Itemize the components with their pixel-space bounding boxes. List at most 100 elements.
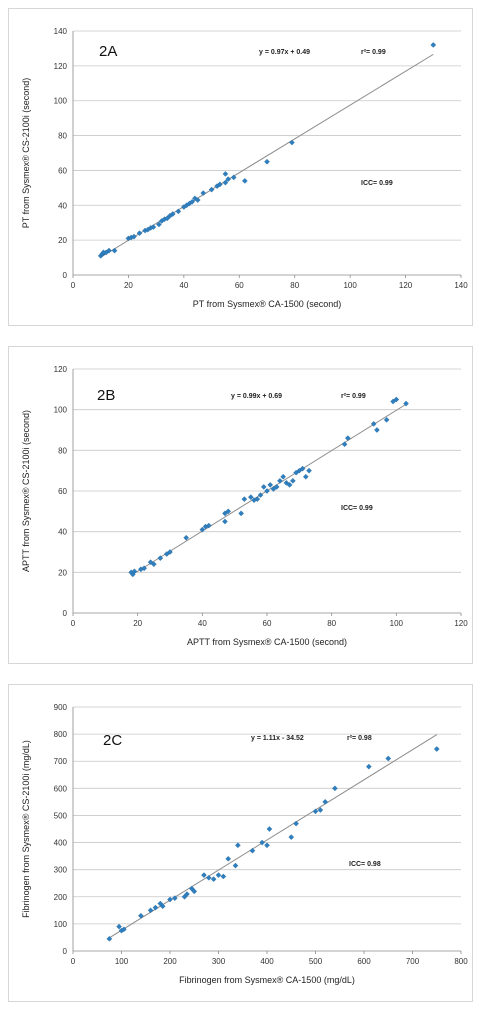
regression-equation: y = 0.99x + 0.69 [231, 393, 282, 400]
data-point [289, 139, 295, 146]
data-point [222, 179, 229, 186]
y-tick-label: 40 [58, 528, 67, 537]
data-point [225, 176, 232, 182]
data-point [266, 826, 273, 832]
data-point [156, 221, 162, 228]
data-point [249, 847, 256, 854]
y-tick-label: 40 [58, 201, 67, 210]
data-point [225, 856, 232, 862]
data-point [106, 935, 113, 942]
data-point [116, 923, 122, 930]
regression-equation: y = 0.97x + 0.49 [259, 49, 310, 56]
x-tick-label: 200 [163, 957, 177, 966]
data-point [273, 484, 280, 490]
data-point [264, 488, 270, 494]
data-point [260, 484, 267, 490]
chart-panel-2a: 0 20 40 60 80 100 120 140 0 20 40 60 80 100 120 140 PT f… [8, 8, 473, 326]
data-point [217, 181, 223, 188]
data-point [264, 158, 270, 165]
data-point [317, 807, 324, 813]
data-point [242, 178, 248, 184]
panel-label-2a: 2A [99, 43, 117, 60]
x-tick-label: 0 [71, 957, 76, 966]
data-point [433, 746, 440, 752]
data-point [189, 198, 195, 205]
data-point [232, 862, 239, 869]
data-point [222, 171, 229, 177]
data-point [200, 190, 207, 196]
data-point [121, 926, 127, 933]
data-point [332, 785, 338, 792]
y-tick-label: 140 [54, 27, 68, 36]
chart-2b-svg: 0 20 40 60 80 100 120 0 20 40 60 80 100 120 APTT from … [21, 365, 468, 647]
data-point [280, 473, 286, 480]
data-point [299, 465, 306, 472]
data-point [277, 478, 283, 484]
y-tick-label: 120 [54, 365, 68, 374]
data-point [205, 874, 212, 881]
data-point [106, 247, 112, 254]
data-point [167, 896, 173, 903]
y-tick-label: 0 [63, 271, 68, 280]
x-tick-label: 400 [260, 957, 274, 966]
data-point [366, 763, 372, 770]
y-tick-label: 60 [58, 166, 67, 175]
y-tick-label: 100 [54, 406, 68, 415]
data-point [199, 526, 206, 533]
data-point [238, 510, 244, 517]
y-tick-label: 900 [54, 703, 68, 712]
x-axis-title: APTT from Sysmex® CA-1500 (second) [187, 637, 347, 647]
data-point [184, 891, 190, 897]
x-tick-label: 20 [133, 619, 142, 628]
x-tick-label: 40 [198, 619, 207, 628]
y-tick-label: 200 [54, 893, 68, 902]
x-tick-label: 80 [290, 281, 299, 290]
data-point [222, 518, 228, 525]
r-squared-label: r²= 0.99 [361, 49, 386, 56]
data-point [111, 247, 118, 254]
data-point [205, 522, 212, 529]
data-point [241, 496, 248, 502]
x-tick-label: 60 [263, 619, 272, 628]
x-tick-label: 20 [124, 281, 133, 290]
data-point [393, 396, 400, 403]
data-point [167, 549, 173, 555]
data-point [341, 441, 348, 448]
data-point [201, 872, 207, 878]
data-point [159, 903, 166, 910]
data-point [254, 496, 261, 502]
chart-2c-svg: 0 100 200 300 400 500 600 700 800 900 0 100 200 300 40… [21, 703, 468, 985]
data-point [183, 534, 189, 541]
data-point [235, 842, 241, 849]
y-tick-label: 80 [58, 132, 67, 141]
data-point [267, 482, 274, 488]
chart-panel-2c: 0 100 200 300 400 500 600 700 800 900 0 100 200 300 40… [8, 684, 473, 1002]
icc-label: ICC= 0.99 [361, 180, 393, 187]
x-tick-label: 800 [454, 957, 468, 966]
data-point [264, 842, 270, 849]
y-tick-label: 600 [54, 784, 68, 793]
data-point [131, 233, 137, 240]
data-point [322, 799, 329, 805]
data-point [230, 174, 237, 181]
y-tick-label: 20 [58, 236, 67, 245]
x-tick-label: 500 [309, 957, 323, 966]
x-tick-label: 80 [327, 619, 336, 628]
x-tick-label: 100 [115, 957, 129, 966]
x-tick-label: 100 [343, 281, 357, 290]
data-point [283, 480, 290, 486]
panel-label-2b: 2B [97, 387, 115, 404]
data-point [306, 467, 312, 474]
x-tick-label: 120 [454, 619, 468, 628]
y-tick-label: 800 [54, 730, 68, 739]
x-tick-label: 600 [357, 957, 371, 966]
x-axis-title: Fibrinogen from Sysmex® CA-1500 (mg/dL) [179, 975, 355, 985]
data-point [259, 839, 265, 846]
data-point [175, 208, 182, 215]
y-tick-label: 100 [54, 97, 68, 106]
chart-2a-svg: 0 20 40 60 80 100 120 140 0 20 40 60 80 100 120 140 PT f… [21, 27, 468, 309]
x-tick-label: 300 [212, 957, 226, 966]
data-point [430, 42, 437, 48]
data-point [225, 508, 232, 515]
y-tick-label: 500 [54, 811, 68, 820]
